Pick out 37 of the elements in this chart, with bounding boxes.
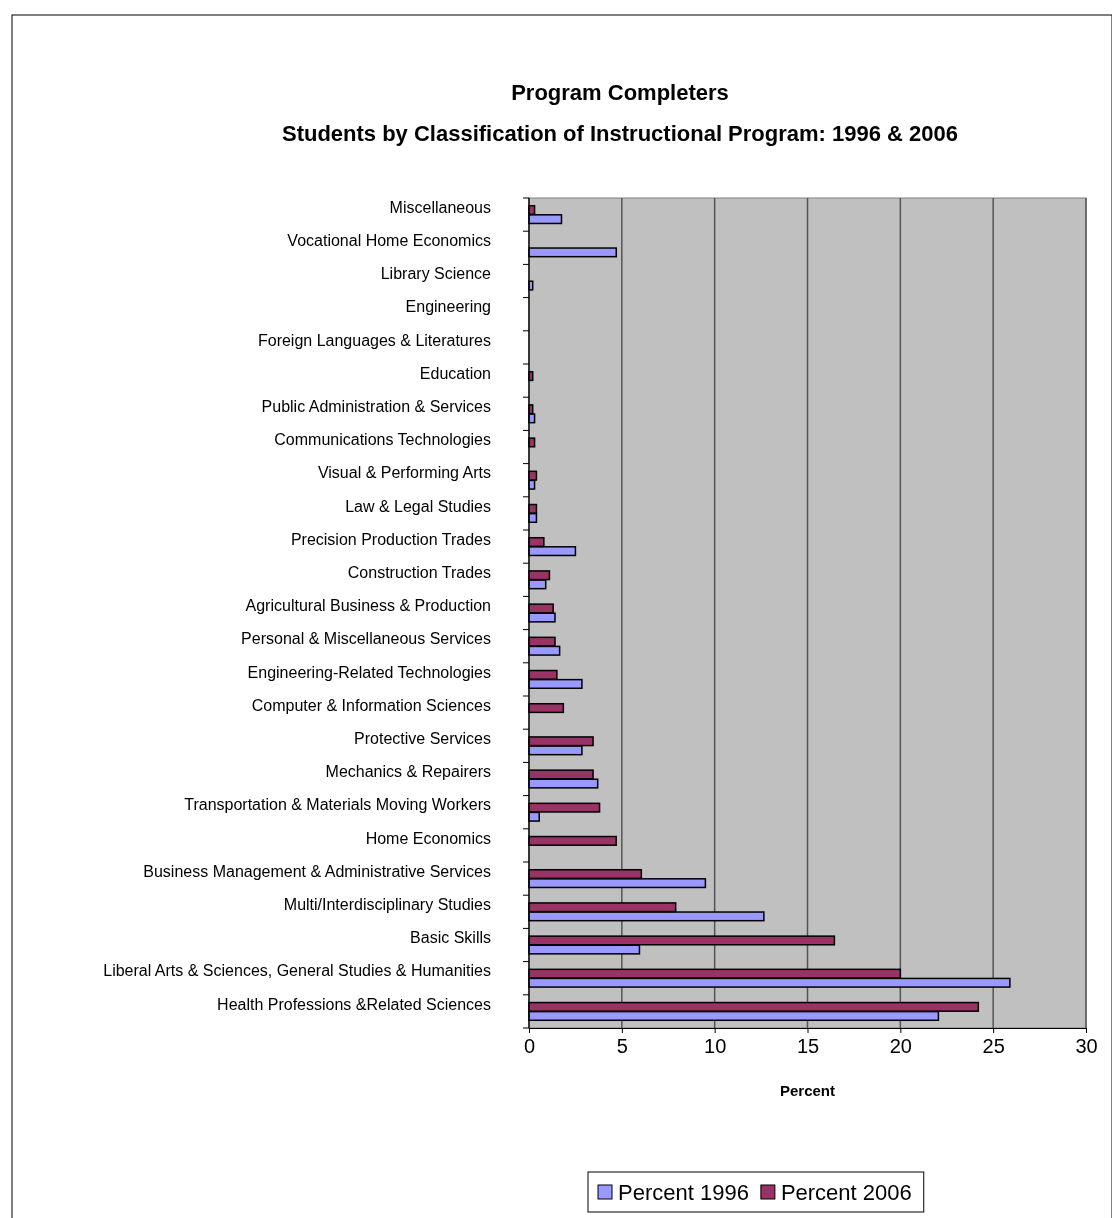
y-tick-label: Computer & Information Sciences [251, 696, 491, 714]
y-tick-label: Liberal Arts & Sciences, General Studies & Humanities [103, 962, 491, 980]
x-tick-label: 10 [704, 1035, 727, 1058]
y-tick-label: Foreign Languages & Literatures [257, 331, 491, 349]
y-tick-label: Engineering-Related Technologies [247, 663, 491, 681]
y-tick-label: Home Economics [365, 829, 491, 847]
x-tick-label: 5 [616, 1035, 628, 1058]
y-tick-label: Protective Services [354, 730, 491, 748]
legend-label: Percent 2006 [780, 1180, 912, 1205]
y-tick-label: Transportation & Materials Moving Workers [184, 796, 491, 814]
y-tick-label: Law & Legal Studies [345, 497, 491, 515]
chart-title: Program Completers [511, 80, 729, 105]
y-tick-label: Personal & Miscellaneous Services [241, 630, 491, 648]
y-tick-label: Precision Production Trades [290, 530, 491, 548]
y-tick-label: Mechanics & Repairers [325, 763, 491, 781]
y-tick-label: Education [419, 364, 491, 382]
x-tick-label: 0 [523, 1035, 536, 1058]
y-tick-label: Vocational Home Economics [287, 232, 491, 250]
legend-label: Percent 1996 [618, 1180, 749, 1205]
y-tick-label: Basic Skills [410, 929, 491, 947]
y-tick-label: Multi/Interdisciplinary Studies [283, 896, 491, 914]
x-tick-label: 20 [889, 1035, 912, 1058]
y-tick-label: Construction Trades [347, 564, 491, 582]
y-tick-label: Business Management & Administrative Services [143, 862, 491, 880]
y-tick-label: Engineering [405, 298, 491, 316]
y-tick-label: Agricultural Business & Production [245, 597, 491, 615]
y-tick-label: Health Professions &Related Sciences [217, 995, 491, 1013]
x-tick-label: 25 [982, 1035, 1005, 1058]
y-tick-label: Communications Technologies [274, 431, 491, 449]
x-tick-label: 30 [1075, 1035, 1098, 1058]
y-tick-label: Library Science [380, 265, 492, 283]
y-tick-label: Miscellaneous [389, 198, 491, 216]
x-axis-title: Percent [779, 1082, 836, 1099]
x-tick-label: 15 [796, 1035, 820, 1058]
y-tick-label: Visual & Performing Arts [317, 464, 491, 482]
chart-subtitle: Students by Classification of Instructional Program: 1996 & 2006 [281, 121, 959, 146]
y-tick-label: Public Administration & Services [261, 398, 491, 416]
